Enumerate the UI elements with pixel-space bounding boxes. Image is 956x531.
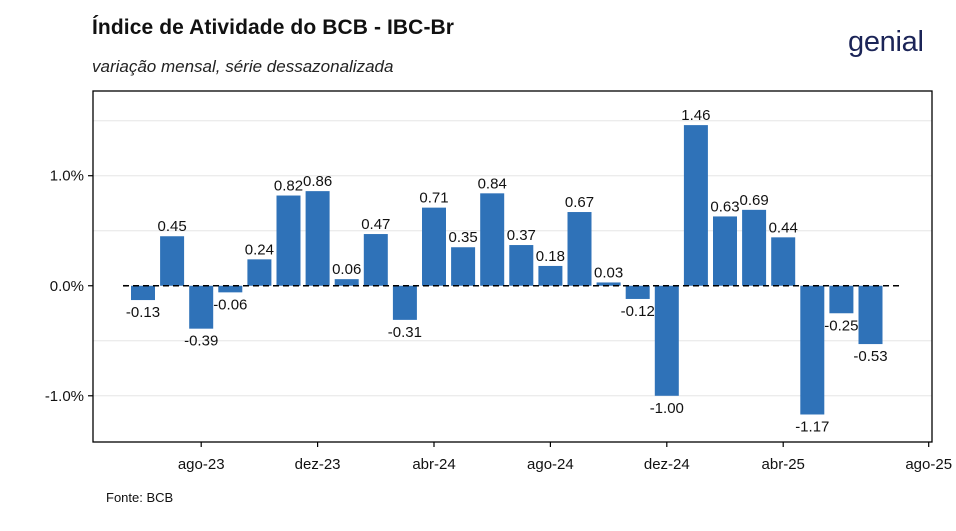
data-label: 0.45 [157,218,186,235]
source-note: Fonte: BCB [106,490,174,505]
data-label: -1.00 [650,400,684,417]
x-tick-label: abr-24 [412,456,455,473]
genial-logo: genial [848,26,924,59]
bar-jan-25 [683,125,708,286]
bar-abr-24 [422,207,446,286]
bar-nov-24 [625,285,650,299]
y-tick-label: -1.0% [45,388,84,405]
data-label: -0.53 [853,348,887,365]
bar-abr-25 [771,237,796,286]
bar-mai-24 [451,247,476,286]
bar-ago-24 [538,265,563,286]
data-label: 0.24 [245,241,274,258]
x-tick-label: abr-25 [762,456,805,473]
data-label: 0.63 [710,198,739,215]
bars [131,125,883,415]
bar-nov-23 [276,195,301,286]
data-label: -0.06 [213,296,247,313]
bar-ago-23 [189,285,214,329]
data-label: 0.47 [361,216,390,233]
data-label: 0.84 [478,175,507,192]
x-tick-label: ago-25 [905,456,952,473]
gridlines [93,120,932,397]
data-label: 0.37 [507,227,536,244]
data-label: -0.39 [184,333,218,350]
x-tick-label: dez-24 [644,456,690,473]
data-label: 0.18 [536,248,565,265]
bar-mai-25 [800,285,825,415]
bar-fev-25 [713,216,737,286]
bar-jul-23 [160,236,185,286]
bar-out-24 [596,282,621,286]
y-axis-ticks: 1.0% 0.0% -1.0% [45,168,93,405]
logo-text: genial [848,26,924,58]
x-tick-label: dez-23 [295,456,341,473]
bar-jun-23 [131,285,155,301]
bar-jan-24 [334,279,359,286]
data-label: 0.06 [332,261,361,278]
data-label: -0.25 [824,317,858,334]
bar-jun-24 [480,193,505,286]
bar-jul-25 [858,285,883,345]
data-label: 0.86 [303,173,332,190]
bar-dez-24 [654,285,679,396]
data-labels: -0.13 0.45 -0.39 -0.06 0.24 0.82 0.86 0.06 0.47 -… [126,107,888,435]
plot-area-frame [92,90,933,443]
data-label: 0.69 [739,192,768,209]
x-axis-ticks: ago-23 dez-23 abr-24 ago-24 dez-24 abr-25 ago-… [178,442,952,473]
bar-mar-25 [742,209,767,286]
data-label: 0.03 [594,264,623,281]
y-tick-label: 1.0% [50,168,84,185]
data-label: -0.13 [126,304,160,321]
chart-title: Índice de Atividade do BCB - IBC-Br [92,16,455,39]
bar-jul-24 [509,245,534,286]
bar-dez-23 [305,191,330,286]
data-label: 1.46 [681,107,710,124]
data-label: 0.71 [419,190,448,207]
bar-set-24 [567,212,592,286]
data-label: 0.82 [274,178,303,195]
bar-jun-25 [829,285,854,314]
data-label: -0.31 [388,324,422,341]
chart-subtitle: variação mensal, série dessazonalizada [92,57,394,76]
bar-fev-24 [363,234,388,286]
data-label: -0.12 [621,303,655,320]
bar-mar-24 [392,285,417,320]
data-label: -1.17 [795,418,829,435]
x-tick-label: ago-24 [527,456,574,473]
y-tick-label: 0.0% [50,278,84,295]
bar-set-23 [218,285,243,293]
data-label: 0.44 [769,219,798,236]
data-label: 0.35 [448,229,477,246]
bar-out-23 [247,259,272,286]
data-label: 0.67 [565,194,594,211]
x-tick-label: ago-23 [178,456,225,473]
